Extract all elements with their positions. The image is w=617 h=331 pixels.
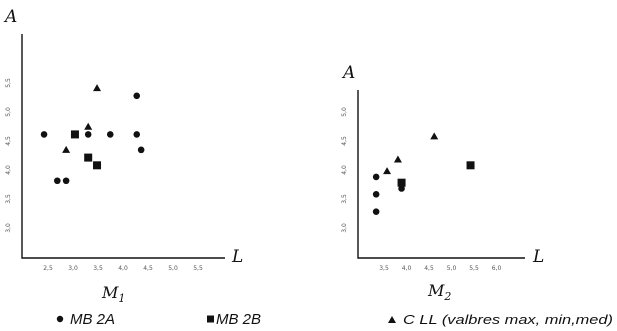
x-tick-label: 4,5 <box>143 265 153 272</box>
ticks-m2: 3,5 4,0 4,5 5,0 5,5 6,0 3,0 3,5 4,0 4,5 5,0 <box>341 107 501 272</box>
y-tick-label: 4,0 <box>5 165 12 175</box>
y-tick-label: 3,0 <box>341 223 348 233</box>
y-tick-label: 4,5 <box>5 136 12 146</box>
x-tick-label: 5,5 <box>469 265 479 272</box>
data-point-circle <box>398 185 405 192</box>
legend-label-mb2b: MB 2B <box>216 311 261 328</box>
data-point-circle <box>84 131 92 138</box>
panel-title-m1: M1 <box>101 283 125 305</box>
data-point-circle <box>372 208 380 215</box>
y-axis-label-m1: A <box>3 7 17 27</box>
x-axis-label-m2: L <box>532 247 544 267</box>
panel-m2: A L 3,5 4,0 4,5 5,0 5,5 6,0 3,0 3,5 4,0 4,5 5,0 M2 <box>341 63 544 303</box>
data-point-square <box>93 161 102 170</box>
legend: MB 2A MB 2B C LL (valbres max, min,med) <box>56 311 613 328</box>
data-point-circle <box>62 177 70 185</box>
data-point-triangle <box>93 84 102 92</box>
points-m2 <box>372 132 475 215</box>
x-tick-label: 5,0 <box>447 265 457 272</box>
legend-square-marker <box>207 315 214 323</box>
x-tick-label: 2,5 <box>43 265 53 272</box>
points-m1 <box>40 84 145 185</box>
data-point-circle <box>372 190 380 198</box>
data-point-square <box>84 153 93 162</box>
y-tick-label: 5,0 <box>5 107 12 117</box>
x-tick-label: 3,5 <box>93 265 103 272</box>
axes-m1 <box>21 34 225 259</box>
data-point-circle <box>106 131 114 138</box>
x-tick-label: 5,5 <box>193 265 203 272</box>
x-axis-label-m1: L <box>231 247 243 267</box>
y-tick-label: 3,5 <box>5 194 12 204</box>
data-point-circle <box>133 131 141 138</box>
x-tick-label: 6,0 <box>492 265 502 272</box>
legend-label-mb2a: MB 2A <box>70 311 115 328</box>
data-point-circle <box>372 173 380 181</box>
x-tick-label: 3,5 <box>379 265 389 272</box>
data-point-circle <box>54 177 61 185</box>
axes-m2 <box>357 90 525 259</box>
y-tick-label: 3,0 <box>5 223 12 233</box>
data-point-square <box>70 130 79 139</box>
data-point-triangle <box>84 122 93 130</box>
x-tick-label: 5,0 <box>168 265 178 272</box>
panel-m1: A L 2,5 3,0 3,5 4,0 4,5 5,0 5,5 3,0 3,5 4,0 4,5 5,0… <box>3 7 243 305</box>
x-tick-label: 4,0 <box>402 265 412 272</box>
y-tick-label: 4,0 <box>341 165 348 175</box>
panel-title-m2: M2 <box>427 281 451 303</box>
y-tick-label: 5,5 <box>5 78 12 88</box>
data-point-triangle <box>62 145 71 153</box>
data-point-circle <box>40 131 48 138</box>
y-tick-label: 3,5 <box>341 194 348 204</box>
data-point-triangle <box>430 132 439 140</box>
x-tick-label: 4,0 <box>118 265 128 272</box>
x-tick-label: 3,0 <box>68 265 78 272</box>
data-point-square <box>397 178 406 187</box>
ticks-m1: 2,5 3,0 3,5 4,0 4,5 5,0 5,5 3,0 3,5 4,0 4,5 5,0 5,5 <box>5 78 203 272</box>
data-point-circle <box>137 146 145 154</box>
data-point-triangle <box>393 155 402 163</box>
x-tick-label: 4,5 <box>424 265 434 272</box>
y-tick-label: 4,5 <box>341 136 348 146</box>
legend-label-cll: C LL (valbres max, min,med) <box>403 312 613 327</box>
data-point-triangle <box>383 167 392 175</box>
y-axis-label-m2: A <box>341 63 355 83</box>
data-point-circle <box>133 92 141 100</box>
y-tick-label: 5,0 <box>341 107 348 117</box>
legend-triangle-marker <box>388 316 396 323</box>
legend-circle-marker <box>56 315 64 323</box>
data-point-square <box>466 161 475 170</box>
